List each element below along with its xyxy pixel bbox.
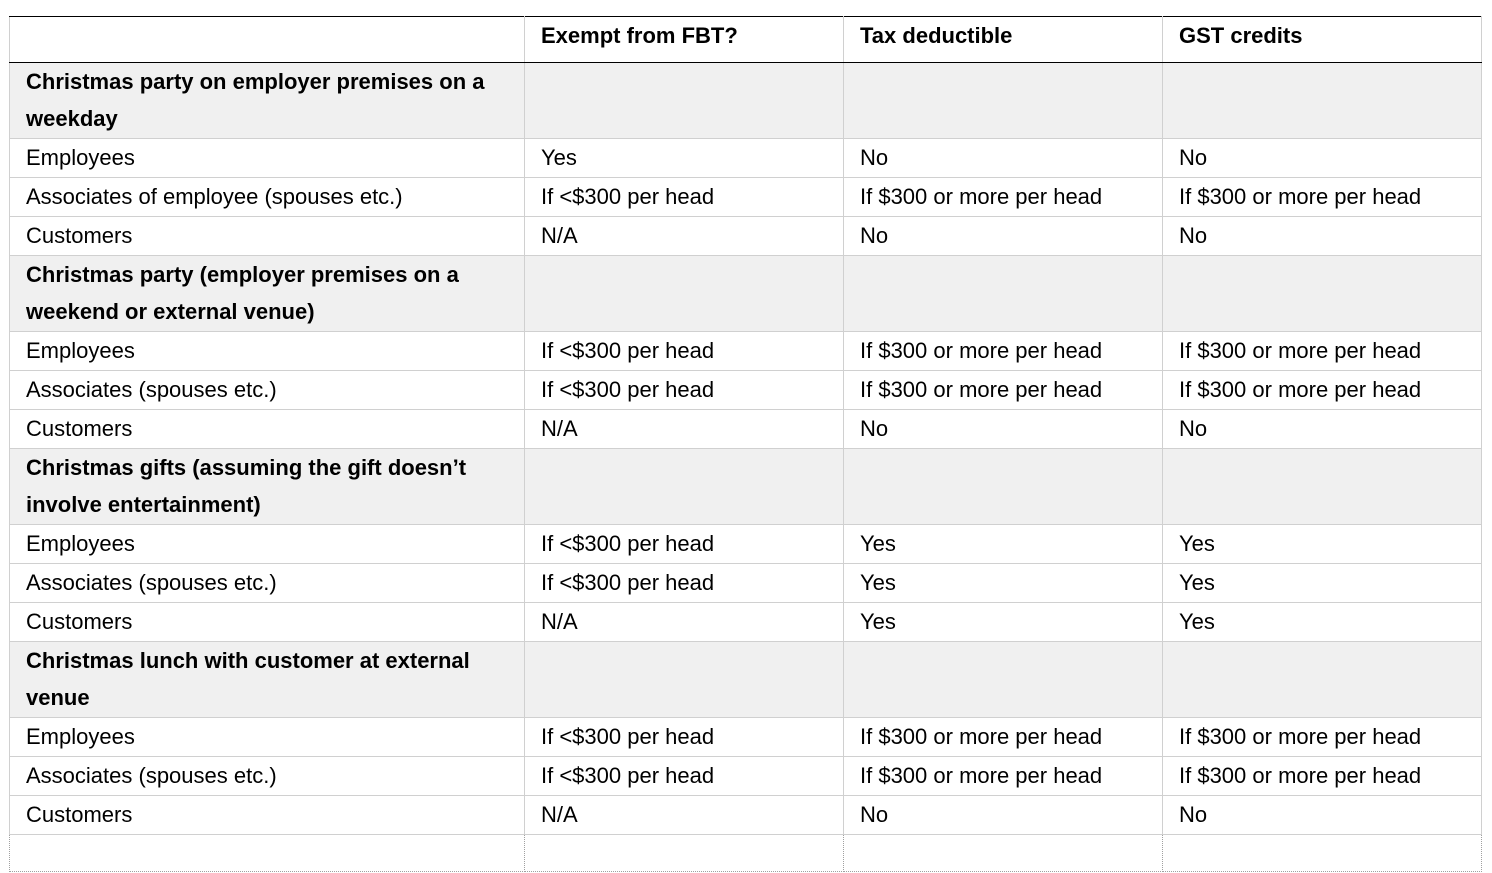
exempt-cell: If <$300 per head [524,524,844,564]
table-row: Associates (spouses etc.) If <$300 per h… [9,563,1482,603]
exempt-cell: N/A [524,602,844,642]
gst-cell: If $300 or more per head [1162,756,1482,796]
gst-cell: If $300 or more per head [1162,370,1482,410]
section-title: Christmas gifts (assuming the gift doesn… [9,448,525,525]
row-label: Associates of employee (spouses etc.) [9,177,525,217]
empty-cell [524,834,844,872]
row-label: Associates (spouses etc.) [9,563,525,603]
exempt-cell: If <$300 per head [524,177,844,217]
row-label: Customers [9,602,525,642]
empty-cell [843,834,1163,872]
empty-cell [1162,834,1482,872]
section-empty-cell [524,62,844,139]
gst-cell: No [1162,138,1482,178]
gst-cell: No [1162,216,1482,256]
table-row: Customers N/A No No [9,795,1482,835]
table-row: Associates of employee (spouses etc.) If… [9,177,1482,217]
deductible-cell: If $300 or more per head [843,177,1163,217]
table-row: Employees If <$300 per head If $300 or m… [9,331,1482,371]
fbt-christmas-table: Exempt from FBT? Tax deductible GST cred… [9,16,1482,872]
deductible-cell: No [843,216,1163,256]
table-row: Employees If <$300 per head If $300 or m… [9,717,1482,757]
section-empty-cell [843,255,1163,332]
exempt-cell: If <$300 per head [524,756,844,796]
exempt-cell: N/A [524,216,844,256]
gst-cell: No [1162,795,1482,835]
deductible-cell: No [843,138,1163,178]
row-label: Customers [9,795,525,835]
row-label: Customers [9,409,525,449]
section-title: Christmas party (employer premises on a … [9,255,525,332]
gst-cell: If $300 or more per head [1162,331,1482,371]
section-empty-cell [1162,255,1482,332]
header-gst-credits: GST credits [1162,16,1482,63]
section-empty-cell [1162,641,1482,718]
header-row: Exempt from FBT? Tax deductible GST cred… [9,16,1482,63]
table-row: Associates (spouses etc.) If <$300 per h… [9,756,1482,796]
section-empty-cell [1162,448,1482,525]
table-row: Employees Yes No No [9,138,1482,178]
gst-cell: If $300 or more per head [1162,717,1482,757]
row-label: Employees [9,717,525,757]
header-blank-cell [9,16,525,63]
table-row: Customers N/A No No [9,216,1482,256]
section-empty-cell [1162,62,1482,139]
gst-cell: No [1162,409,1482,449]
deductible-cell: No [843,409,1163,449]
table-row: Customers N/A No No [9,409,1482,449]
deductible-cell: Yes [843,602,1163,642]
row-label: Associates (spouses etc.) [9,370,525,410]
exempt-cell: If <$300 per head [524,370,844,410]
section-row: Christmas gifts (assuming the gift doesn… [9,448,1482,525]
section-empty-cell [843,641,1163,718]
section-row: Christmas party on employer premises on … [9,62,1482,139]
section-empty-cell [843,448,1163,525]
deductible-cell: If $300 or more per head [843,717,1163,757]
row-label: Employees [9,331,525,371]
section-title: Christmas party on employer premises on … [9,62,525,139]
header-tax-deductible: Tax deductible [843,16,1163,63]
section-title: Christmas lunch with customer at externa… [9,641,525,718]
row-label: Customers [9,216,525,256]
exempt-cell: If <$300 per head [524,563,844,603]
section-row: Christmas lunch with customer at externa… [9,641,1482,718]
header-exempt-from-fbt: Exempt from FBT? [524,16,844,63]
gst-cell: If $300 or more per head [1162,177,1482,217]
gst-cell: Yes [1162,602,1482,642]
section-empty-cell [843,62,1163,139]
deductible-cell: If $300 or more per head [843,331,1163,371]
section-row: Christmas party (employer premises on a … [9,255,1482,332]
section-empty-cell [524,255,844,332]
row-label: Associates (spouses etc.) [9,756,525,796]
deductible-cell: If $300 or more per head [843,370,1163,410]
exempt-cell: If <$300 per head [524,331,844,371]
exempt-cell: If <$300 per head [524,717,844,757]
deductible-cell: If $300 or more per head [843,756,1163,796]
gst-cell: Yes [1162,563,1482,603]
exempt-cell: N/A [524,795,844,835]
table-row: Customers N/A Yes Yes [9,602,1482,642]
section-empty-cell [524,448,844,525]
row-label: Employees [9,524,525,564]
empty-cell [9,834,525,872]
deductible-cell: No [843,795,1163,835]
table-row: Associates (spouses etc.) If <$300 per h… [9,370,1482,410]
table-row: Employees If <$300 per head Yes Yes [9,524,1482,564]
empty-row [9,834,1482,872]
deductible-cell: Yes [843,524,1163,564]
exempt-cell: N/A [524,409,844,449]
section-empty-cell [524,641,844,718]
row-label: Employees [9,138,525,178]
deductible-cell: Yes [843,563,1163,603]
exempt-cell: Yes [524,138,844,178]
gst-cell: Yes [1162,524,1482,564]
